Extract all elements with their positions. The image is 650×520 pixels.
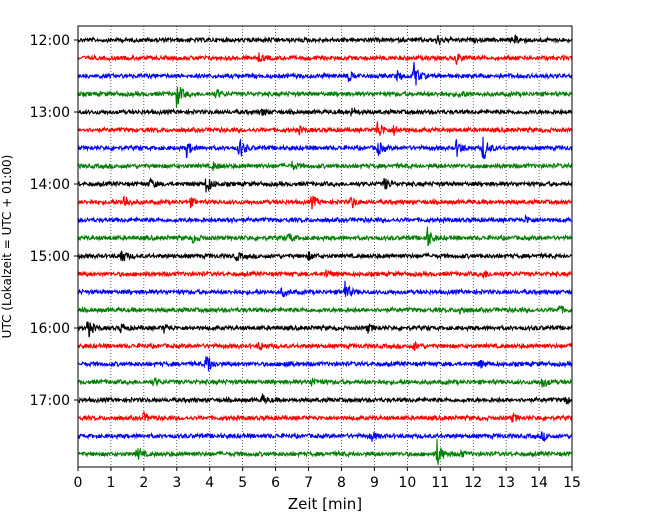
- axis-ticks: 0 1 2 3 4 5 6 7 8 9 10 11 12 13 14 1512:0013:0014:0015:…: [30, 33, 581, 491]
- trace-line: [77, 280, 573, 298]
- x-tick-label: 13: [497, 475, 515, 491]
- plot-frame: [77, 25, 573, 468]
- y-axis-label: UTC (Lokalzeit = UTC + 01:00): [0, 155, 14, 339]
- trace-line: [77, 340, 573, 352]
- trace-line: [77, 121, 573, 136]
- trace-line: [77, 161, 573, 171]
- trace-line: [77, 195, 573, 210]
- trace-line: [77, 411, 573, 423]
- trace-line: [77, 213, 573, 225]
- trace-line: [77, 304, 573, 315]
- trace-line: [77, 33, 573, 46]
- x-tick-label: 3: [172, 475, 181, 491]
- trace-line: [77, 177, 573, 193]
- trace-line: [77, 250, 573, 262]
- x-tick-label: 8: [337, 475, 346, 491]
- x-axis-label: Zeit [min]: [288, 495, 362, 513]
- trace-line: [77, 61, 573, 86]
- x-tick-label: 9: [370, 475, 379, 491]
- trace-line: [77, 136, 573, 160]
- trace-line: [77, 86, 573, 108]
- trace-line: [77, 377, 573, 388]
- x-tick-label: 6: [271, 475, 280, 491]
- x-tick-label: 14: [530, 475, 548, 491]
- y-tick-label: 16:00: [30, 321, 70, 337]
- trace-line: [77, 431, 573, 443]
- y-tick-label: 17:00: [30, 393, 70, 409]
- y-tick-label: 12:00: [30, 33, 70, 49]
- trace-line: [77, 438, 573, 465]
- trace-line: [77, 269, 573, 279]
- x-tick-label: 15: [563, 475, 581, 491]
- y-tick-label: 13:00: [30, 105, 70, 121]
- x-tick-label: 1: [106, 475, 115, 491]
- trace-line: [77, 52, 573, 65]
- y-tick-label: 15:00: [30, 249, 70, 265]
- x-tick-label: 10: [398, 475, 416, 491]
- trace-line: [77, 321, 573, 338]
- x-tick-label: 7: [304, 475, 313, 491]
- x-tick-label: 11: [431, 475, 449, 491]
- y-tick-label: 14:00: [30, 177, 70, 193]
- x-tick-label: 0: [74, 475, 83, 491]
- x-tick-label: 4: [205, 475, 214, 491]
- trace-line: [77, 106, 573, 118]
- trace-line: [77, 393, 573, 406]
- x-tick-label: 5: [238, 475, 247, 491]
- x-tick-label: 12: [464, 475, 482, 491]
- x-tick-label: 2: [139, 475, 148, 491]
- trace-lines: [77, 33, 573, 465]
- trace-line: [77, 226, 573, 246]
- trace-line: [77, 356, 573, 372]
